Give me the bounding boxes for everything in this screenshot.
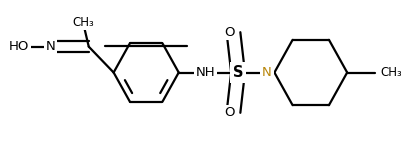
Text: CH₃: CH₃ xyxy=(380,66,401,79)
Text: HO: HO xyxy=(9,40,29,53)
Text: S: S xyxy=(233,65,243,80)
Text: CH₃: CH₃ xyxy=(72,16,94,29)
Text: O: O xyxy=(225,106,235,119)
Text: NH: NH xyxy=(196,66,215,79)
Text: N: N xyxy=(46,40,55,53)
Text: N: N xyxy=(262,66,271,79)
Text: O: O xyxy=(225,26,235,39)
